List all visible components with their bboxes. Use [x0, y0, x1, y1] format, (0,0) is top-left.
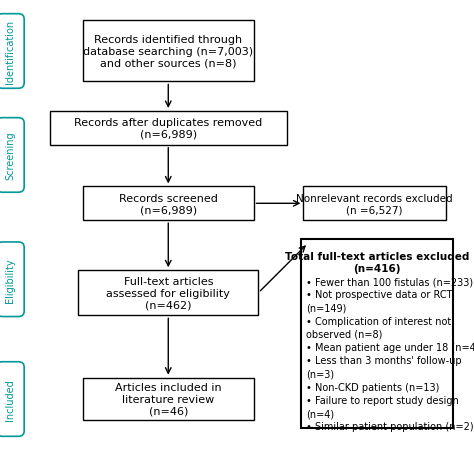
Bar: [303, 187, 446, 221]
Text: Records after duplicates removed
(n=6,989): Records after duplicates removed (n=6,98…: [74, 118, 263, 139]
Text: Included: Included: [5, 378, 16, 420]
Text: Records identified through
database searching (n=7,003)
and other sources (n=8): Records identified through database sear…: [83, 35, 253, 69]
Text: Eligibility: Eligibility: [5, 258, 16, 302]
Text: Screening: Screening: [5, 131, 16, 180]
Bar: [83, 21, 254, 82]
FancyBboxPatch shape: [0, 243, 24, 317]
Text: Total full-text articles excluded
(n=416): Total full-text articles excluded (n=416…: [285, 252, 469, 273]
Text: Articles included in
literature review
(n=46): Articles included in literature review (…: [115, 382, 221, 416]
Text: Records screened
(n=6,989): Records screened (n=6,989): [119, 193, 218, 215]
Text: Identification: Identification: [5, 20, 16, 84]
Bar: [78, 271, 258, 316]
Bar: [301, 239, 453, 428]
FancyBboxPatch shape: [0, 118, 24, 193]
FancyBboxPatch shape: [0, 14, 24, 89]
Text: • Fewer than 100 fistulas (n=233)
• Not prospective data or RCT
(n=149)
• Compli: • Fewer than 100 fistulas (n=233) • Not …: [306, 276, 474, 431]
Text: Full-text articles
assessed for eligibility
(n=462): Full-text articles assessed for eligibil…: [106, 276, 230, 310]
FancyBboxPatch shape: [0, 362, 24, 437]
Bar: [83, 187, 254, 221]
Text: Nonrelevant records excluded
(n =6,527): Nonrelevant records excluded (n =6,527): [296, 193, 453, 215]
Bar: [83, 378, 254, 420]
Bar: [50, 112, 287, 145]
